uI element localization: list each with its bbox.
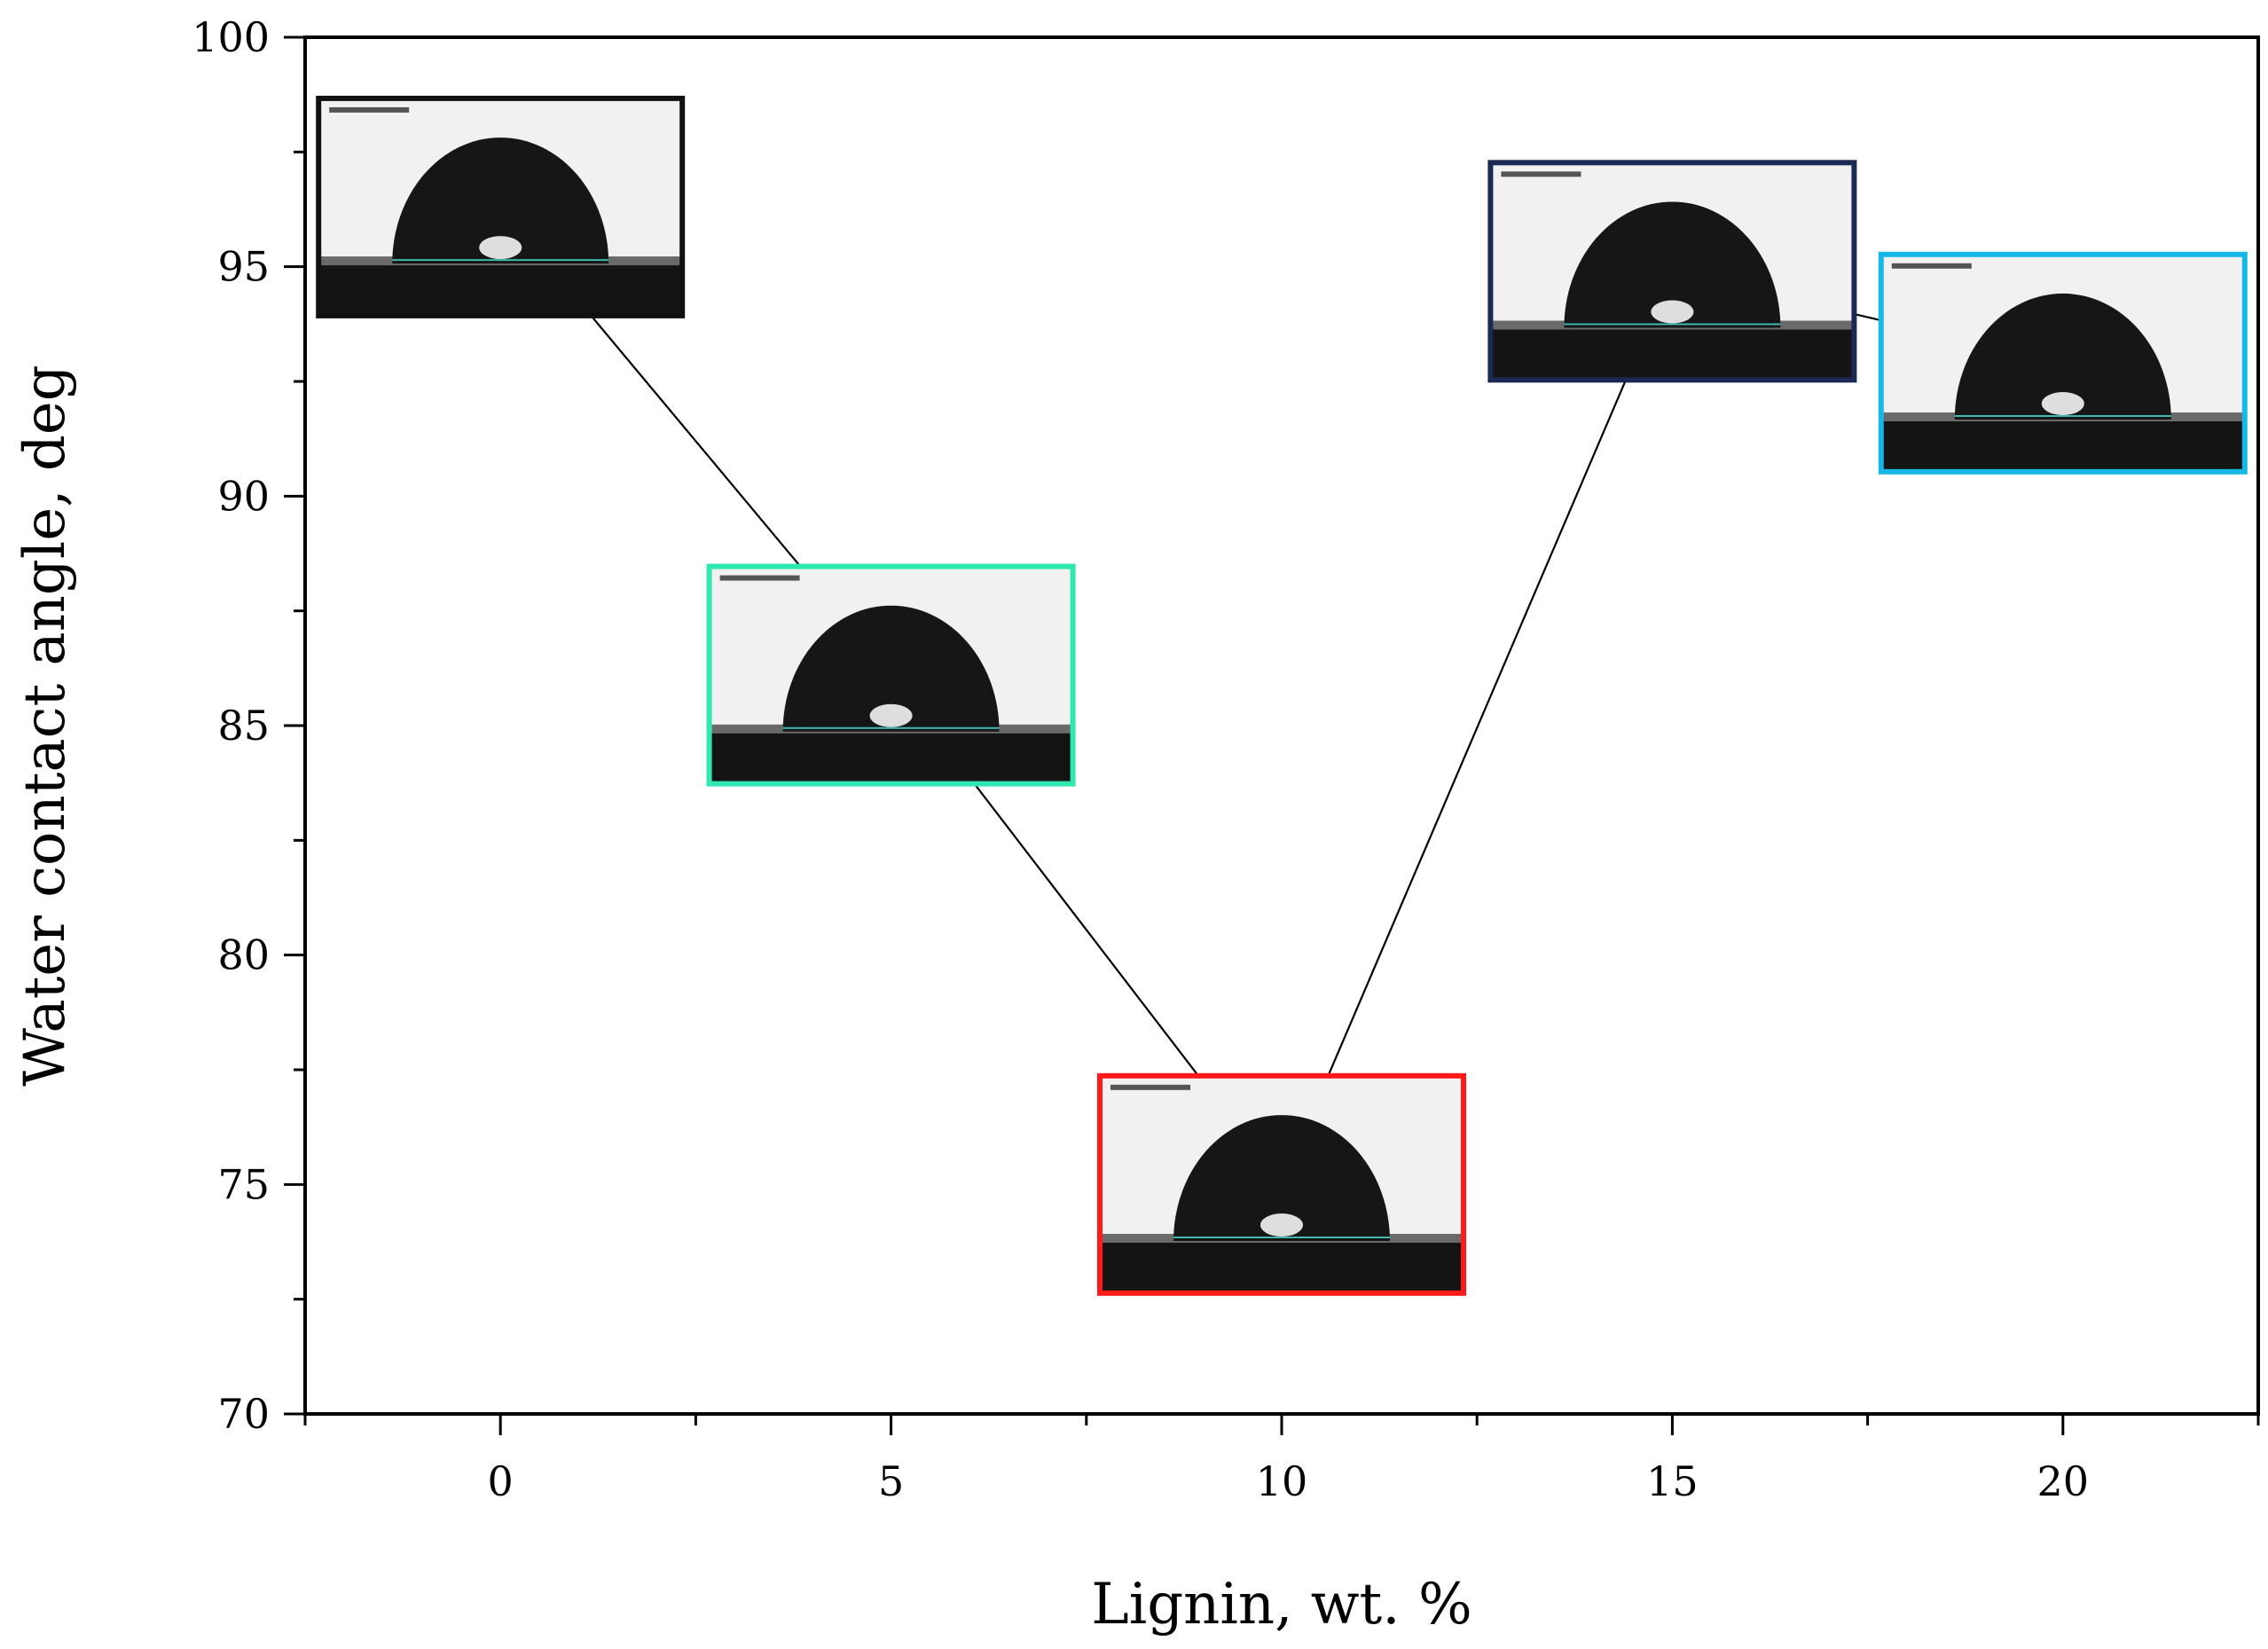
y-tick-label: 80 — [217, 931, 270, 979]
droplet-highlight — [1651, 300, 1694, 324]
droplet-insets — [316, 95, 2248, 1296]
droplet-inset — [316, 95, 686, 318]
y-tick-label: 90 — [217, 472, 270, 520]
droplet-shape — [782, 605, 1000, 732]
inset-border — [316, 95, 686, 318]
x-tick-label: 10 — [1256, 1457, 1308, 1505]
inset-border — [1878, 251, 2248, 475]
y-tick-label: 75 — [217, 1160, 270, 1208]
x-tick-label: 5 — [878, 1457, 904, 1505]
inset-substrate — [1100, 1241, 1464, 1293]
droplet-inset — [1878, 251, 2248, 475]
inset-border — [706, 563, 1076, 787]
x-tick-label: 15 — [1646, 1457, 1699, 1505]
droplet-shape — [392, 137, 609, 264]
x-tick-label: 20 — [2037, 1457, 2090, 1505]
y-axis-ticks: 70 75 80 85 90 95 100 — [192, 13, 305, 1438]
inset-border — [1487, 160, 1857, 383]
droplet-shape — [1954, 293, 2171, 420]
x-axis-title: Lignin, wt. % — [1091, 1572, 1472, 1637]
inset-caption-strip — [719, 575, 800, 581]
droplet-highlight — [2041, 392, 2084, 416]
droplet-shape — [1173, 1115, 1390, 1242]
droplet-inset — [706, 563, 1076, 787]
y-tick-label: 95 — [217, 243, 270, 291]
droplet-shape — [1564, 201, 1781, 328]
y-tick-label: 100 — [192, 13, 270, 61]
droplet-inset — [1097, 1072, 1466, 1296]
y-tick-label: 70 — [217, 1390, 270, 1438]
droplet-highlight — [479, 236, 522, 260]
inset-border — [1097, 1072, 1466, 1296]
inset-substrate — [1490, 327, 1855, 381]
droplet-highlight — [1260, 1213, 1303, 1237]
inset-caption-strip — [1891, 263, 1972, 269]
droplet-inset — [1487, 160, 1857, 383]
inset-caption-strip — [1110, 1084, 1190, 1090]
inset-substrate — [709, 731, 1073, 784]
x-tick-label: 0 — [488, 1457, 514, 1505]
y-tick-label: 85 — [217, 702, 270, 750]
x-axis-ticks: 0 5 10 15 20 — [303, 1414, 2260, 1505]
y-axis-title: Water contact angle, deg — [12, 365, 78, 1086]
droplet-highlight — [869, 703, 913, 727]
inset-substrate — [318, 263, 683, 316]
inset-caption-strip — [329, 106, 410, 113]
inset-substrate — [1880, 420, 2245, 472]
inset-caption-strip — [1501, 171, 1581, 177]
